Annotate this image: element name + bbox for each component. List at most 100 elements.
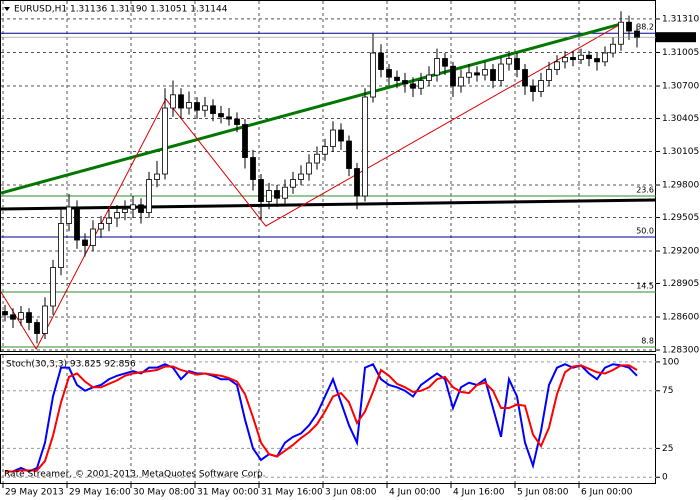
candle-body	[586, 54, 592, 59]
y-tick-label: 25	[662, 444, 673, 454]
candle-body	[274, 190, 280, 199]
y-tick-label: 75	[662, 386, 673, 396]
y-tick-label: 1.30405	[662, 114, 699, 124]
y-tick-label: 1.28300	[662, 346, 699, 356]
candle-body	[434, 58, 440, 76]
candle-body	[234, 118, 240, 125]
candle-body	[98, 223, 104, 230]
indicator-frame	[0, 354, 656, 484]
candle-body	[314, 153, 320, 164]
candle-body	[570, 57, 576, 61]
candle-body	[10, 314, 16, 320]
trendline	[0, 22, 622, 195]
trendline	[0, 198, 657, 211]
candle-body	[162, 107, 168, 175]
candle-body	[378, 52, 384, 70]
x-tick-label: 4 Jun 00:00	[389, 488, 441, 498]
candle-body	[90, 228, 96, 246]
x-tick-label: 29 May 2013	[5, 488, 64, 498]
candle-body	[362, 96, 368, 197]
y-tick-label: 1.31005	[662, 48, 699, 58]
candle-body	[218, 113, 224, 118]
x-tick-label: 31 May 16:00	[261, 488, 323, 498]
chart-title: EURUSD,H1 1.31136 1.31190 1.31051 1.3114…	[14, 5, 228, 15]
candle-body	[386, 69, 392, 78]
candle-body	[250, 157, 256, 180]
candle-body	[490, 69, 496, 81]
candle-body	[194, 102, 200, 111]
candle-body	[74, 206, 80, 241]
candle-body	[298, 173, 304, 180]
candle-body	[106, 217, 112, 224]
x-tick-label: 6 Jun 00:00	[581, 488, 633, 498]
y-tick-label: 1.28600	[662, 313, 699, 323]
candle-body	[18, 312, 24, 320]
candle-body	[578, 54, 584, 61]
candle-body	[322, 146, 328, 155]
candle-body	[410, 83, 416, 89]
candle-body	[282, 186, 288, 199]
candle-body	[154, 173, 160, 180]
y-tick-label: 1.29800	[662, 181, 699, 191]
candle-body	[242, 124, 248, 158]
x-tick-label: 5 Jun 08:00	[517, 488, 569, 498]
fib-label: 8.8	[641, 337, 654, 346]
candle-body	[626, 21, 632, 32]
candle-body	[562, 57, 568, 63]
y-tick-label: 1.29505	[662, 213, 699, 223]
y-tick-label: 1.31310	[662, 14, 699, 24]
x-tick-label: 30 May 08:00	[133, 488, 195, 498]
y-tick-label: 1.28905	[662, 279, 699, 289]
candle-body	[258, 179, 264, 202]
main-frame	[0, 0, 656, 352]
candle-body	[290, 179, 296, 188]
x-tick-label: 4 Jun 16:00	[453, 488, 505, 498]
candle-body	[138, 204, 144, 213]
candle-body	[354, 168, 360, 197]
x-tick-label: 31 May 00:00	[197, 488, 259, 498]
candle-body	[178, 94, 184, 109]
candle-body	[202, 105, 208, 111]
candle-body	[402, 80, 408, 85]
candle-body	[482, 69, 488, 76]
candle-body	[634, 30, 640, 39]
x-tick-label: 3 Jun 08:00	[325, 488, 377, 498]
x-tick-label: 29 May 16:00	[69, 488, 131, 498]
y-tick-label: 1.30700	[662, 82, 699, 92]
candle-body	[474, 72, 480, 76]
candle-body	[522, 69, 528, 87]
candle-body	[82, 239, 88, 246]
fib-label: 23.6	[636, 186, 654, 195]
candle-body	[442, 58, 448, 67]
candle-body	[186, 102, 192, 109]
candle-body	[450, 65, 456, 87]
candle-body	[130, 204, 136, 210]
candle-body	[426, 74, 432, 81]
candle-body	[498, 63, 504, 81]
y-tick-label: 1.29200	[662, 247, 699, 257]
candle-body	[306, 162, 312, 175]
candle-body	[546, 69, 552, 81]
stoch-line	[5, 364, 638, 473]
candle-body	[346, 140, 352, 169]
candle-body	[394, 76, 400, 81]
y-tick-label: 0	[662, 473, 668, 483]
candle-body	[266, 190, 272, 202]
trendline	[0, 23, 622, 351]
fib-label: 50.0	[636, 227, 654, 236]
candle-body	[34, 322, 40, 334]
indicator-title: Stoch(30,3,3) 93.825 92.856	[6, 360, 136, 370]
candle-body	[514, 58, 520, 70]
fib-label: 14.5	[636, 282, 654, 291]
candle-body	[338, 129, 344, 142]
candle-body	[58, 223, 64, 268]
candle-body	[602, 52, 608, 63]
current-price-label: 1.31144	[659, 33, 696, 43]
candle-body	[554, 61, 560, 70]
candle-body	[506, 58, 512, 65]
candle-body	[226, 116, 232, 120]
candle-body	[146, 179, 152, 213]
candle-body	[538, 80, 544, 92]
